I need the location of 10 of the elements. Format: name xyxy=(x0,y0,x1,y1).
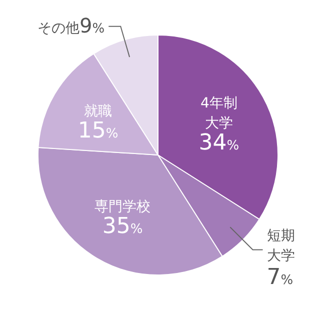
slice-label: 4年制大学 xyxy=(200,95,238,132)
data-label: 7% xyxy=(266,264,294,290)
slice-label: 短期大学 xyxy=(266,228,295,264)
slice-label: その他 xyxy=(38,20,80,36)
data-label: 35% xyxy=(102,214,143,239)
data-label: 34% xyxy=(198,130,240,156)
data-label: 15% xyxy=(78,118,118,144)
data-label: 9% xyxy=(80,13,105,38)
slice-label: 就職 xyxy=(84,104,112,120)
slice-label: 専門学校 xyxy=(94,198,151,215)
